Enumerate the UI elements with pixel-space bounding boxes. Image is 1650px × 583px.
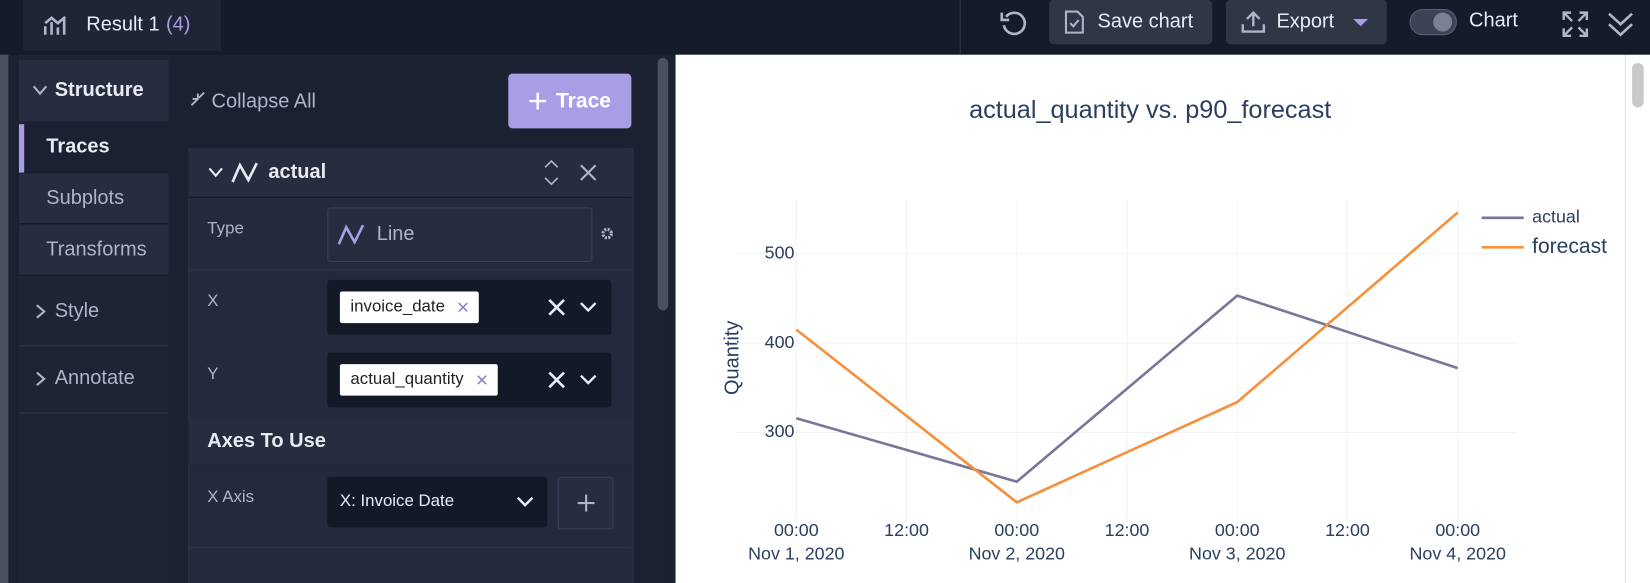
divider [188,269,632,271]
line-series [795,294,1459,484]
result-tab-label: Result 1 [86,13,160,36]
y-tick-label: 400 [765,332,795,352]
structure-label: Structure [54,78,144,102]
collapse-all-icon [190,91,205,106]
field-label: X [207,292,219,311]
line-icon [231,162,258,183]
field-label: Y [207,365,219,384]
expand-icon[interactable] [1562,11,1589,38]
save-icon [1064,10,1084,34]
legend-label: forecast [1532,235,1607,258]
divider [188,547,632,549]
field-label: X Axis [207,488,255,507]
settings-icon[interactable] [600,226,615,241]
section-title: Axes To Use [207,429,326,452]
add-trace-button[interactable]: Trace [508,73,632,129]
trace-header[interactable]: actual [188,148,632,198]
chevron [32,85,48,96]
sidebar-item[interactable]: Traces [18,122,169,173]
active-indicator [18,124,25,173]
y-axis-title: Quantity [722,321,744,395]
chevron [36,371,46,386]
x-chip[interactable]: invoice_date [339,291,479,324]
export-button[interactable]: Export [1225,0,1387,45]
chart-scrollbar [1625,54,1650,583]
x-tick-label: 12:00 [1325,520,1370,540]
chart: actual_quantity vs. p90_forecast Quantit… [675,54,1626,583]
scroll-thumb[interactable] [657,57,669,311]
delete-icon[interactable] [579,163,598,182]
x-tick-label: 00:00 [1435,520,1480,540]
x-tick-label: Nov 3, 2020 [1189,543,1285,563]
x-axis-value: X: Invoice Date [339,492,455,511]
x-axis-select[interactable]: X: Invoice Date [327,476,548,528]
undo-icon[interactable] [998,8,1030,37]
save-chart-button[interactable]: Save chart [1049,0,1213,45]
y-tick-label: 500 [765,242,795,262]
select-controls[interactable] [547,370,600,389]
plus-icon [529,92,547,110]
x-tick-label: Nov 4, 2020 [1410,543,1506,563]
style-label: Style [54,299,100,323]
sidebar-item[interactable]: Subplots [18,173,169,225]
type-value: Line [376,223,415,246]
chart-title: actual_quantity vs. p90_forecast [969,96,1331,124]
chevron [36,304,46,319]
result-tab[interactable]: Result 1 (4) [23,0,221,51]
plus-icon [577,494,595,512]
type-select[interactable]: Line [327,207,593,263]
chevron [208,167,223,178]
trace-name: actual [268,161,327,184]
axes-section: Axes To Use [188,418,632,465]
field-label: Type [207,219,244,238]
x-tick-label: Nov 2, 2020 [969,543,1065,563]
sidebar-item[interactable]: Transforms [18,225,169,276]
collapse-icon[interactable] [1606,11,1635,38]
chevron [516,496,534,507]
reorder-icon[interactable] [543,158,560,187]
x-value: invoice_date [350,297,445,316]
legend-label: actual [1532,207,1580,227]
result-count: (4) [165,13,191,36]
chip-remove[interactable] [476,375,487,386]
x-tick-label: 12:00 [1105,520,1150,540]
line-series [795,211,1459,504]
dropdown-caret [1353,18,1368,27]
chart-scroll-thumb[interactable] [1632,63,1644,108]
y-chip[interactable]: actual_quantity [339,364,498,396]
annotate-label: Annotate [54,367,135,390]
style-section[interactable]: Style [18,278,169,347]
left-gutter [0,54,9,583]
x-tick-label: 00:00 [994,520,1039,540]
add-trace-label: Trace [555,88,611,113]
toolbar [0,0,1650,55]
line-icon [337,224,365,245]
structure-header[interactable]: Structure [18,59,169,122]
x-tick-label: 00:00 [1215,520,1260,540]
save-chart-label: Save chart [1097,10,1194,33]
x-tick-label: Nov 1, 2020 [748,543,844,563]
x-tick-label: 12:00 [884,520,929,540]
y-value: actual_quantity [350,370,464,389]
y-tick-label: 300 [765,421,795,441]
annotate-section[interactable]: Annotate [18,345,169,414]
chart-toggle[interactable] [1408,6,1459,38]
chart-toggle-label: Chart [1469,9,1518,32]
chip-remove[interactable] [458,302,469,313]
x-tick-label: 00:00 [774,520,819,540]
select-controls[interactable] [547,298,600,317]
chart-icon [43,15,67,35]
collapse-all[interactable]: Collapse All [211,90,316,113]
export-label: Export [1276,10,1335,33]
add-axis-button[interactable] [557,476,614,530]
export-icon [1241,10,1266,33]
divider [959,0,961,55]
